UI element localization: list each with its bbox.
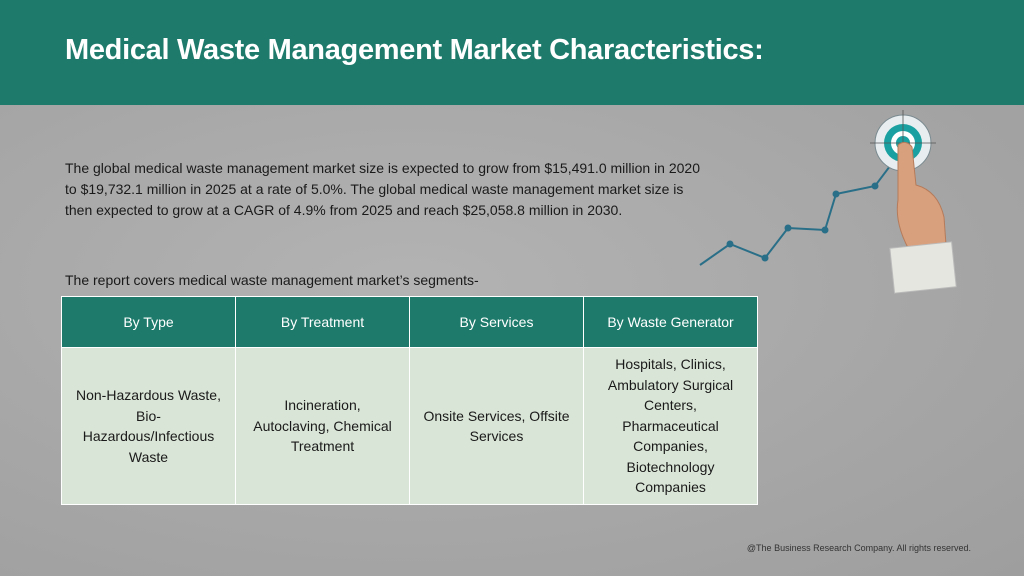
decoration bbox=[699, 110, 957, 294]
trend-line bbox=[699, 149, 903, 266]
header-row: By Type By Treatment By Services By Wast… bbox=[61, 296, 758, 348]
trend-dots bbox=[726, 182, 879, 262]
header-cell: By Type bbox=[61, 296, 236, 348]
title: Medical Waste Management Market Characte… bbox=[65, 34, 764, 66]
cell: Hospitals, Clinics, Ambulatory Surgical … bbox=[583, 347, 758, 505]
paragraph: The global medical waste management mark… bbox=[65, 160, 700, 218]
hand bbox=[889, 141, 957, 294]
footer: @The Business Research Company. All righ… bbox=[746, 543, 971, 553]
header-cell: By Waste Generator bbox=[583, 296, 758, 348]
segments-table: By Type By Treatment By Services By Wast… bbox=[61, 296, 758, 505]
body-row: Non-Hazardous Waste, Bio-Hazardous/Infec… bbox=[61, 347, 758, 505]
header-band bbox=[0, 0, 1024, 105]
cell: Incineration, Autoclaving, Chemical Trea… bbox=[235, 347, 410, 505]
header-cell: By Services bbox=[409, 296, 584, 348]
cell: Non-Hazardous Waste, Bio-Hazardous/Infec… bbox=[61, 347, 236, 505]
intro: The report covers medical waste manageme… bbox=[65, 272, 479, 288]
header-cell: By Treatment bbox=[235, 296, 410, 348]
cell: Onsite Services, Offsite Services bbox=[409, 347, 584, 505]
